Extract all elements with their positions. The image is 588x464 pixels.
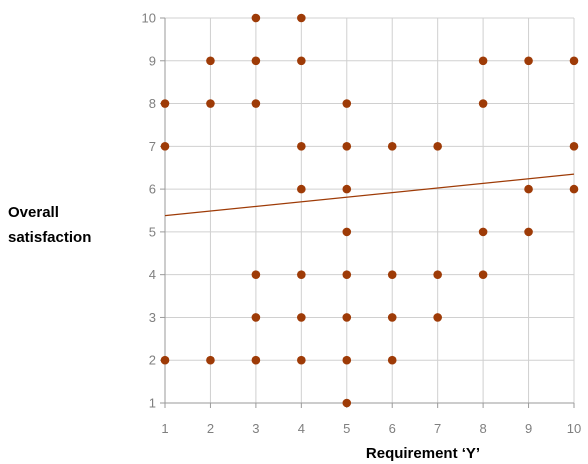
data-point xyxy=(569,56,579,66)
data-point xyxy=(524,227,533,237)
data-point xyxy=(433,313,442,322)
data-point xyxy=(387,270,397,279)
data-point xyxy=(297,313,306,322)
x-tick-label: 1 xyxy=(161,421,168,436)
x-tick-label: 6 xyxy=(389,421,396,436)
data-point xyxy=(342,227,352,237)
data-point xyxy=(206,355,215,365)
y-tick-label: 3 xyxy=(149,310,156,325)
data-point xyxy=(297,184,306,194)
x-tick-label: 3 xyxy=(252,421,259,436)
data-point xyxy=(206,56,215,66)
axes xyxy=(160,17,575,408)
data-point xyxy=(160,355,170,365)
data-point xyxy=(297,13,306,23)
y-axis-title-line-1: Overall xyxy=(8,204,59,221)
x-tick-label: 8 xyxy=(479,421,486,436)
trendline xyxy=(164,173,575,217)
data-point xyxy=(297,270,306,279)
data-point xyxy=(433,142,442,151)
y-tick-label: 9 xyxy=(149,53,156,68)
y-tick-label: 5 xyxy=(149,224,156,239)
x-tick-label: 4 xyxy=(298,421,305,436)
data-point xyxy=(433,270,442,279)
data-point xyxy=(297,142,306,151)
y-tick-label: 7 xyxy=(149,139,156,154)
data-point xyxy=(478,270,488,279)
data-point xyxy=(387,142,397,151)
data-point xyxy=(251,270,261,279)
data-point xyxy=(160,142,170,151)
data-point xyxy=(569,142,579,151)
data-point xyxy=(206,99,215,108)
data-point xyxy=(342,142,352,151)
y-tick-label: 6 xyxy=(149,182,156,197)
data-point xyxy=(342,270,352,279)
data-point xyxy=(342,184,352,194)
data-point xyxy=(160,99,170,108)
data-point xyxy=(251,99,261,108)
data-point xyxy=(251,13,261,23)
data-point xyxy=(387,313,397,322)
x-tick-label: 7 xyxy=(434,421,441,436)
data-point xyxy=(251,355,261,365)
y-tick-label: 2 xyxy=(149,353,156,368)
x-tick-label: 9 xyxy=(525,421,532,436)
data-point xyxy=(478,227,488,237)
data-point xyxy=(297,355,306,365)
grid-lines xyxy=(164,17,575,404)
data-point xyxy=(524,56,533,66)
data-point xyxy=(478,56,488,66)
data-point xyxy=(297,56,306,66)
data-point xyxy=(524,184,533,194)
x-tick-labels: 1 2 3 4 5 6 7 8 9 10 xyxy=(161,421,581,436)
y-tick-labels: 1 2 3 4 5 6 7 8 9 10 xyxy=(142,11,156,411)
y-tick-label: 4 xyxy=(149,267,156,282)
y-tick-label: 8 xyxy=(149,96,156,111)
x-tick-label: 5 xyxy=(343,421,350,436)
data-point xyxy=(342,398,352,408)
data-points xyxy=(160,13,579,408)
y-tick-label: 10 xyxy=(142,11,156,26)
x-tick-label: 2 xyxy=(207,421,214,436)
y-tick-label: 1 xyxy=(149,396,156,411)
data-point xyxy=(387,355,397,365)
data-point xyxy=(251,313,261,322)
y-axis-title-line-2: satisfaction xyxy=(8,229,91,246)
data-point xyxy=(478,99,488,108)
data-point xyxy=(569,184,579,194)
data-point xyxy=(342,355,352,365)
data-point xyxy=(251,56,261,66)
trendline-group xyxy=(164,173,575,217)
data-point xyxy=(342,99,352,108)
x-axis-title: Requirement ‘Y’ xyxy=(366,445,480,462)
data-point xyxy=(342,313,352,322)
x-tick-label: 10 xyxy=(567,421,581,436)
